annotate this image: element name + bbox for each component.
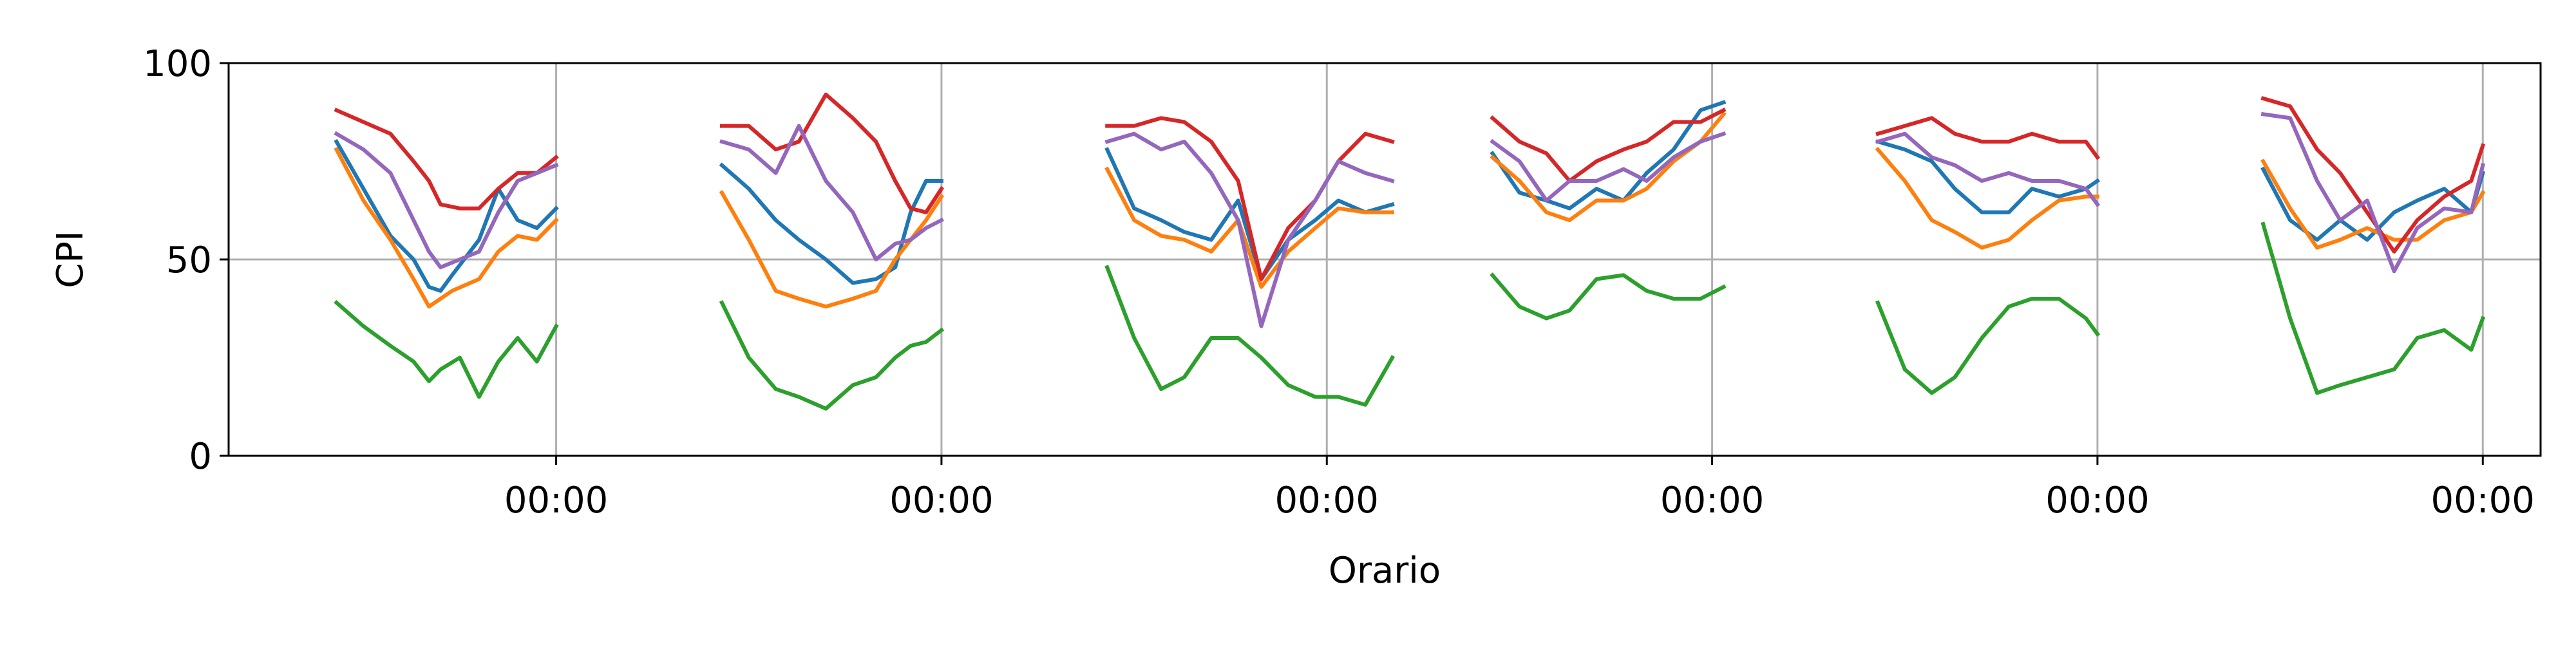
series-line-segment <box>1104 166 1394 289</box>
series-line-segment <box>334 147 559 309</box>
series-layer <box>334 92 2486 411</box>
series-line-segment <box>1490 272 1727 321</box>
series-line-segment <box>1875 131 2101 207</box>
series-line-segment <box>719 124 944 261</box>
series-line-segment <box>1490 131 1727 203</box>
series-4 <box>334 92 2486 281</box>
series-5 <box>334 111 2485 328</box>
y-axis-label: CPI <box>50 230 91 288</box>
series-line-segment <box>1875 146 2099 250</box>
x-tick-label: 00:00 <box>2431 480 2535 521</box>
series-line-segment <box>719 300 945 411</box>
ticks: 0 50 100 00:00 00:00 00:00 00:00 00:00 00:00 <box>143 43 2535 521</box>
series-2 <box>334 111 2486 309</box>
series-line-segment <box>334 138 559 293</box>
series-line-segment <box>1104 147 1395 281</box>
series-line-segment <box>719 92 945 214</box>
series-line-segment <box>1875 116 2101 160</box>
y-tick-label: 50 <box>166 239 212 281</box>
x-tick-label: 00:00 <box>2045 480 2149 521</box>
x-tick-label: 00:00 <box>504 480 608 521</box>
series-line-segment <box>1104 265 1396 407</box>
series-line-segment <box>719 162 943 285</box>
x-tick-label: 00:00 <box>889 480 993 521</box>
series-line-segment <box>719 190 945 309</box>
y-tick-label: 0 <box>189 436 212 478</box>
series-line-segment <box>334 299 559 399</box>
series-3 <box>334 221 2486 411</box>
series-line-segment <box>1875 297 2101 395</box>
series-line-segment <box>334 108 559 211</box>
series-line-segment <box>2260 111 2485 274</box>
series-line-segment <box>1105 116 1395 281</box>
series-line-segment <box>2260 221 2486 395</box>
series-line-segment <box>1104 131 1395 328</box>
y-tick-label: 100 <box>143 43 212 85</box>
x-tick-label: 00:00 <box>1275 480 1379 521</box>
series-line-segment <box>334 131 559 270</box>
series-line-segment <box>1490 108 1727 183</box>
x-tick-label: 00:00 <box>1660 480 1764 521</box>
series-1 <box>334 100 2486 293</box>
series-line-segment <box>1875 139 2101 214</box>
grid <box>229 62 2541 457</box>
x-axis-label: Orario <box>1329 550 1441 592</box>
